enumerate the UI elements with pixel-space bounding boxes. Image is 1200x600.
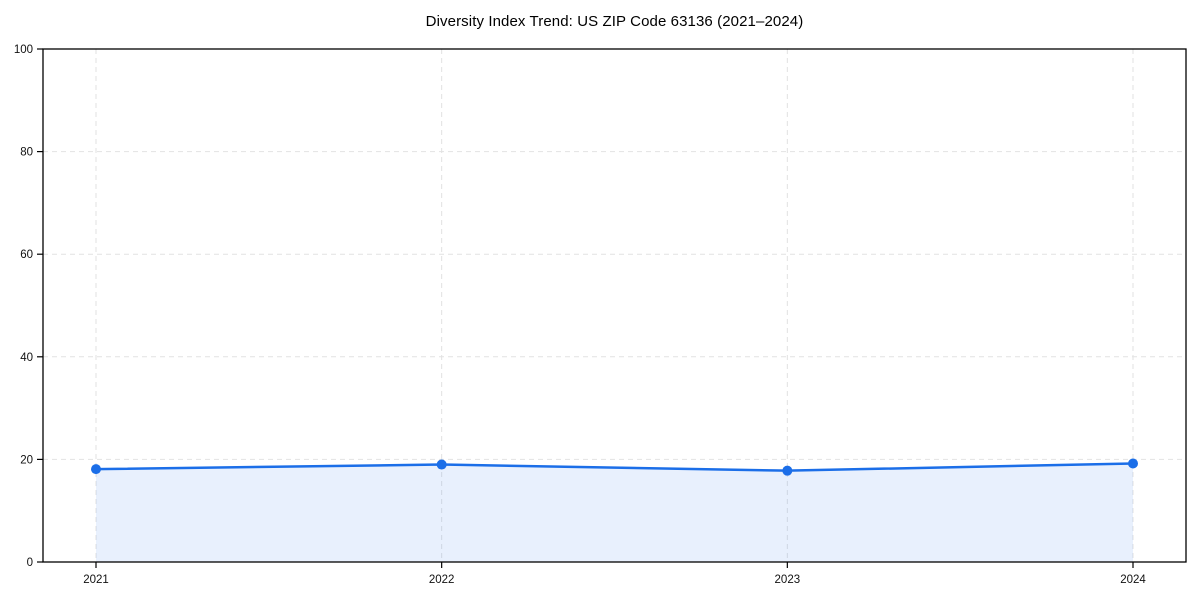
x-tick-label: 2021 — [83, 574, 109, 586]
data-point-2021[interactable] — [91, 464, 101, 475]
x-tick-label: 2024 — [1120, 574, 1146, 586]
x-tick-label: 2023 — [775, 574, 801, 586]
y-tick-label: 40 — [20, 352, 33, 364]
area-fill — [96, 463, 1133, 562]
y-tick-label: 60 — [20, 249, 33, 261]
data-point-2022[interactable] — [436, 459, 447, 470]
y-tick-label: 100 — [14, 44, 33, 56]
plot-frame — [42, 48, 1187, 563]
chart-title: Diversity Index Trend: US ZIP Code 63136… — [425, 13, 804, 30]
data-point-2024[interactable] — [1128, 458, 1138, 469]
y-tick-label: 80 — [20, 147, 33, 159]
x-tick-label: 2022 — [429, 574, 455, 586]
y-tick-label: 0 — [27, 557, 33, 569]
trend-line — [94, 462, 1135, 472]
y-tick-label: 20 — [20, 454, 33, 466]
data-point-2023[interactable] — [782, 465, 793, 476]
